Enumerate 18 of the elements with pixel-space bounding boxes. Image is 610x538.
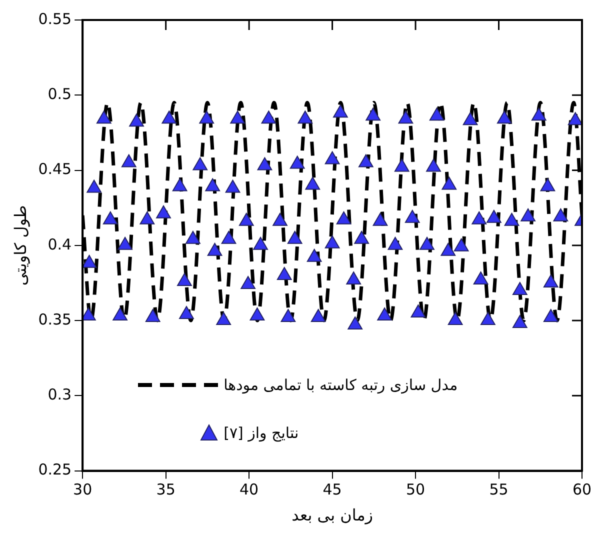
legend-label: نتایج واز [۷]	[224, 424, 299, 442]
y-tick-label: 0.55	[38, 10, 72, 28]
legend-label: مدل سازی رتبه کاسته با تمامی مودها	[224, 376, 458, 394]
x-tick-label: 40	[240, 480, 259, 499]
y-tick-label: 0.45	[38, 160, 72, 178]
y-tick-label: 0.3	[48, 386, 72, 404]
x-tick-label: 55	[489, 480, 508, 499]
y-tick-label: 0.35	[38, 310, 72, 328]
y-axis-title: طول کاویتی	[10, 205, 30, 286]
x-tick-label: 60	[572, 480, 592, 499]
y-tick-label: 0.5	[48, 85, 72, 104]
x-tick-label: 50	[406, 480, 426, 499]
y-tick-label: 0.4	[48, 235, 72, 254]
y-tick-label: 0.25	[38, 460, 72, 479]
x-tick-label: 45	[322, 480, 342, 499]
x-tick-label: 30	[73, 480, 92, 499]
x-axis-title: زمان بی بعد	[292, 506, 374, 525]
x-tick-label: 35	[156, 480, 176, 499]
